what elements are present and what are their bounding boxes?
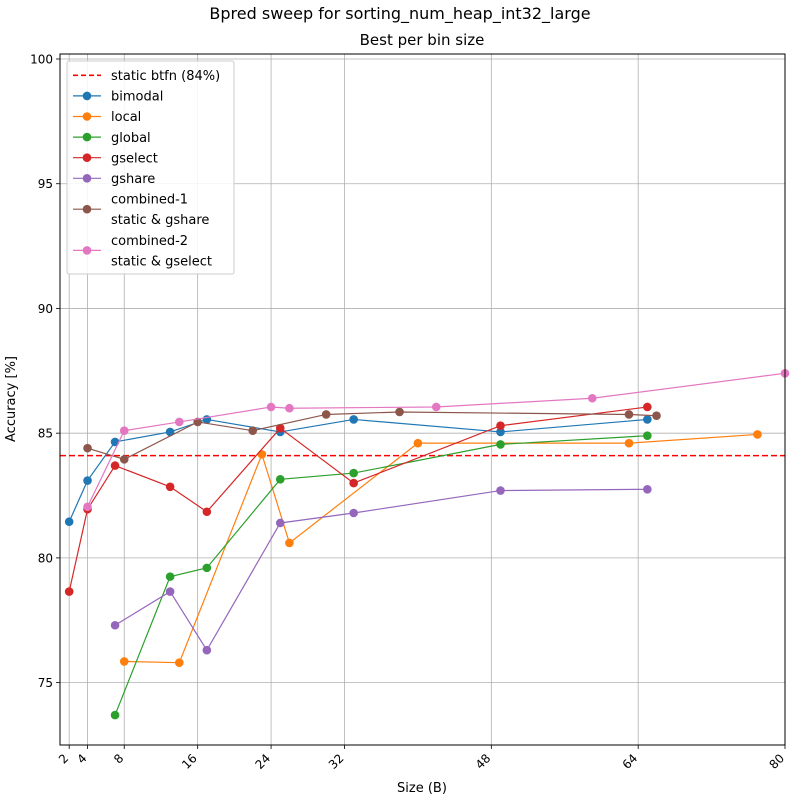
data-point (175, 658, 184, 667)
data-point (119, 657, 129, 666)
data-point (110, 437, 120, 447)
data-point (395, 407, 404, 417)
data-point (110, 620, 120, 630)
legend-label: bimodal (111, 90, 163, 105)
data-point (643, 485, 652, 494)
series-layer (64, 369, 790, 720)
data-point (275, 423, 285, 433)
y-tick-label: 75 (38, 676, 53, 690)
data-point (321, 410, 331, 419)
data-point (496, 440, 505, 449)
data-point (64, 517, 74, 527)
y-tick-label: 85 (38, 427, 53, 441)
data-point (83, 502, 92, 512)
legend: static btfn (84%) bimodal local global gsele… (66, 60, 235, 275)
data-point (431, 402, 441, 412)
data-point (587, 393, 597, 403)
data-point (349, 478, 358, 488)
data-point (266, 402, 276, 412)
data-point (202, 507, 212, 517)
y-tick-label: 95 (38, 177, 53, 191)
legend-marker (82, 153, 92, 162)
data-point (165, 427, 175, 437)
data-point (496, 421, 505, 430)
data-point (349, 508, 358, 518)
chart-subtitle: Best per bin size (360, 31, 485, 49)
series-gselect (64, 402, 652, 596)
legend-label: static & gselect (111, 254, 212, 269)
data-point (83, 443, 92, 453)
data-point (643, 402, 652, 412)
y-axis-label: Accuracy [%] (4, 356, 19, 442)
series-combined-2 (83, 369, 790, 512)
data-point (349, 415, 358, 424)
data-point (119, 455, 129, 464)
data-point (643, 415, 652, 424)
data-point (652, 411, 661, 421)
legend-marker (82, 246, 92, 255)
data-point (83, 476, 92, 485)
data-point (64, 587, 74, 596)
plot-frame (59, 53, 786, 746)
data-point (165, 482, 175, 492)
data-point (624, 410, 634, 419)
y-tick-label: 100 (30, 52, 53, 66)
data-point (496, 427, 505, 437)
x-axis-label: Size (B) (397, 781, 447, 796)
data-point (257, 450, 267, 459)
legend-marker (82, 91, 92, 101)
legend-marker (82, 174, 92, 183)
data-point (175, 417, 184, 427)
data-point (165, 587, 175, 596)
legend-label: global (111, 131, 151, 146)
legend-label: static & gshare (111, 213, 209, 228)
legend-box (66, 60, 235, 275)
data-point (275, 475, 285, 484)
data-point (349, 468, 358, 478)
chart-title: Bpred sweep for sorting_num_heap_int32_l… (209, 4, 590, 24)
series-gshare (110, 485, 652, 655)
data-point (110, 710, 120, 720)
data-point (202, 563, 212, 573)
data-point (202, 645, 212, 655)
legend-label: static btfn (84%) (111, 69, 220, 84)
data-point (643, 431, 652, 440)
data-point (753, 430, 762, 439)
data-point (285, 538, 294, 548)
y-tick-label: 90 (38, 302, 53, 316)
legend-label: local (111, 110, 141, 125)
data-point (496, 486, 505, 495)
data-point (275, 518, 285, 528)
data-point (165, 572, 175, 581)
data-point (285, 403, 294, 413)
legend-label: gshare (111, 172, 155, 187)
data-point (413, 438, 423, 448)
series-global (110, 431, 652, 720)
series-combined-1 (83, 407, 661, 464)
data-point (248, 426, 258, 435)
legend-marker (82, 112, 92, 121)
series-line (87, 411, 657, 461)
series-line (86, 372, 786, 508)
legend-label: gselect (111, 151, 158, 166)
legend-marker (82, 132, 92, 142)
y-tick-label: 80 (38, 551, 53, 565)
legend-label: combined-2 (111, 234, 188, 249)
data-point (624, 438, 634, 448)
data-point (110, 461, 120, 470)
legend-marker (82, 204, 92, 214)
legend-label: combined-1 (111, 193, 188, 208)
data-point (119, 426, 129, 435)
series-local (119, 430, 762, 667)
